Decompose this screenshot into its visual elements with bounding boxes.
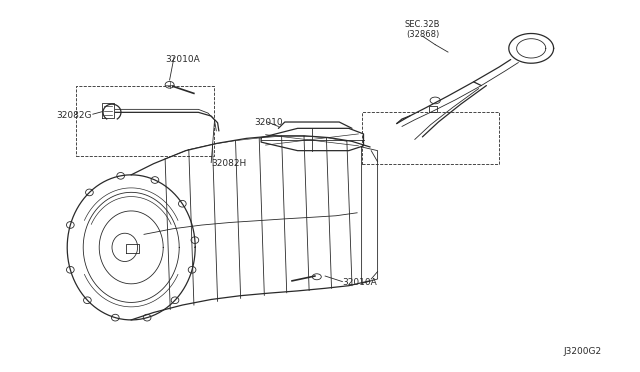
Text: J3200G2: J3200G2	[563, 347, 602, 356]
Text: 32082H: 32082H	[211, 159, 246, 168]
Text: SEC.32B
(32868): SEC.32B (32868)	[404, 20, 440, 39]
Text: 32010A: 32010A	[165, 55, 200, 64]
Text: 32010A: 32010A	[342, 278, 377, 287]
Text: 32082G: 32082G	[56, 111, 92, 120]
Text: 32010: 32010	[255, 118, 283, 127]
